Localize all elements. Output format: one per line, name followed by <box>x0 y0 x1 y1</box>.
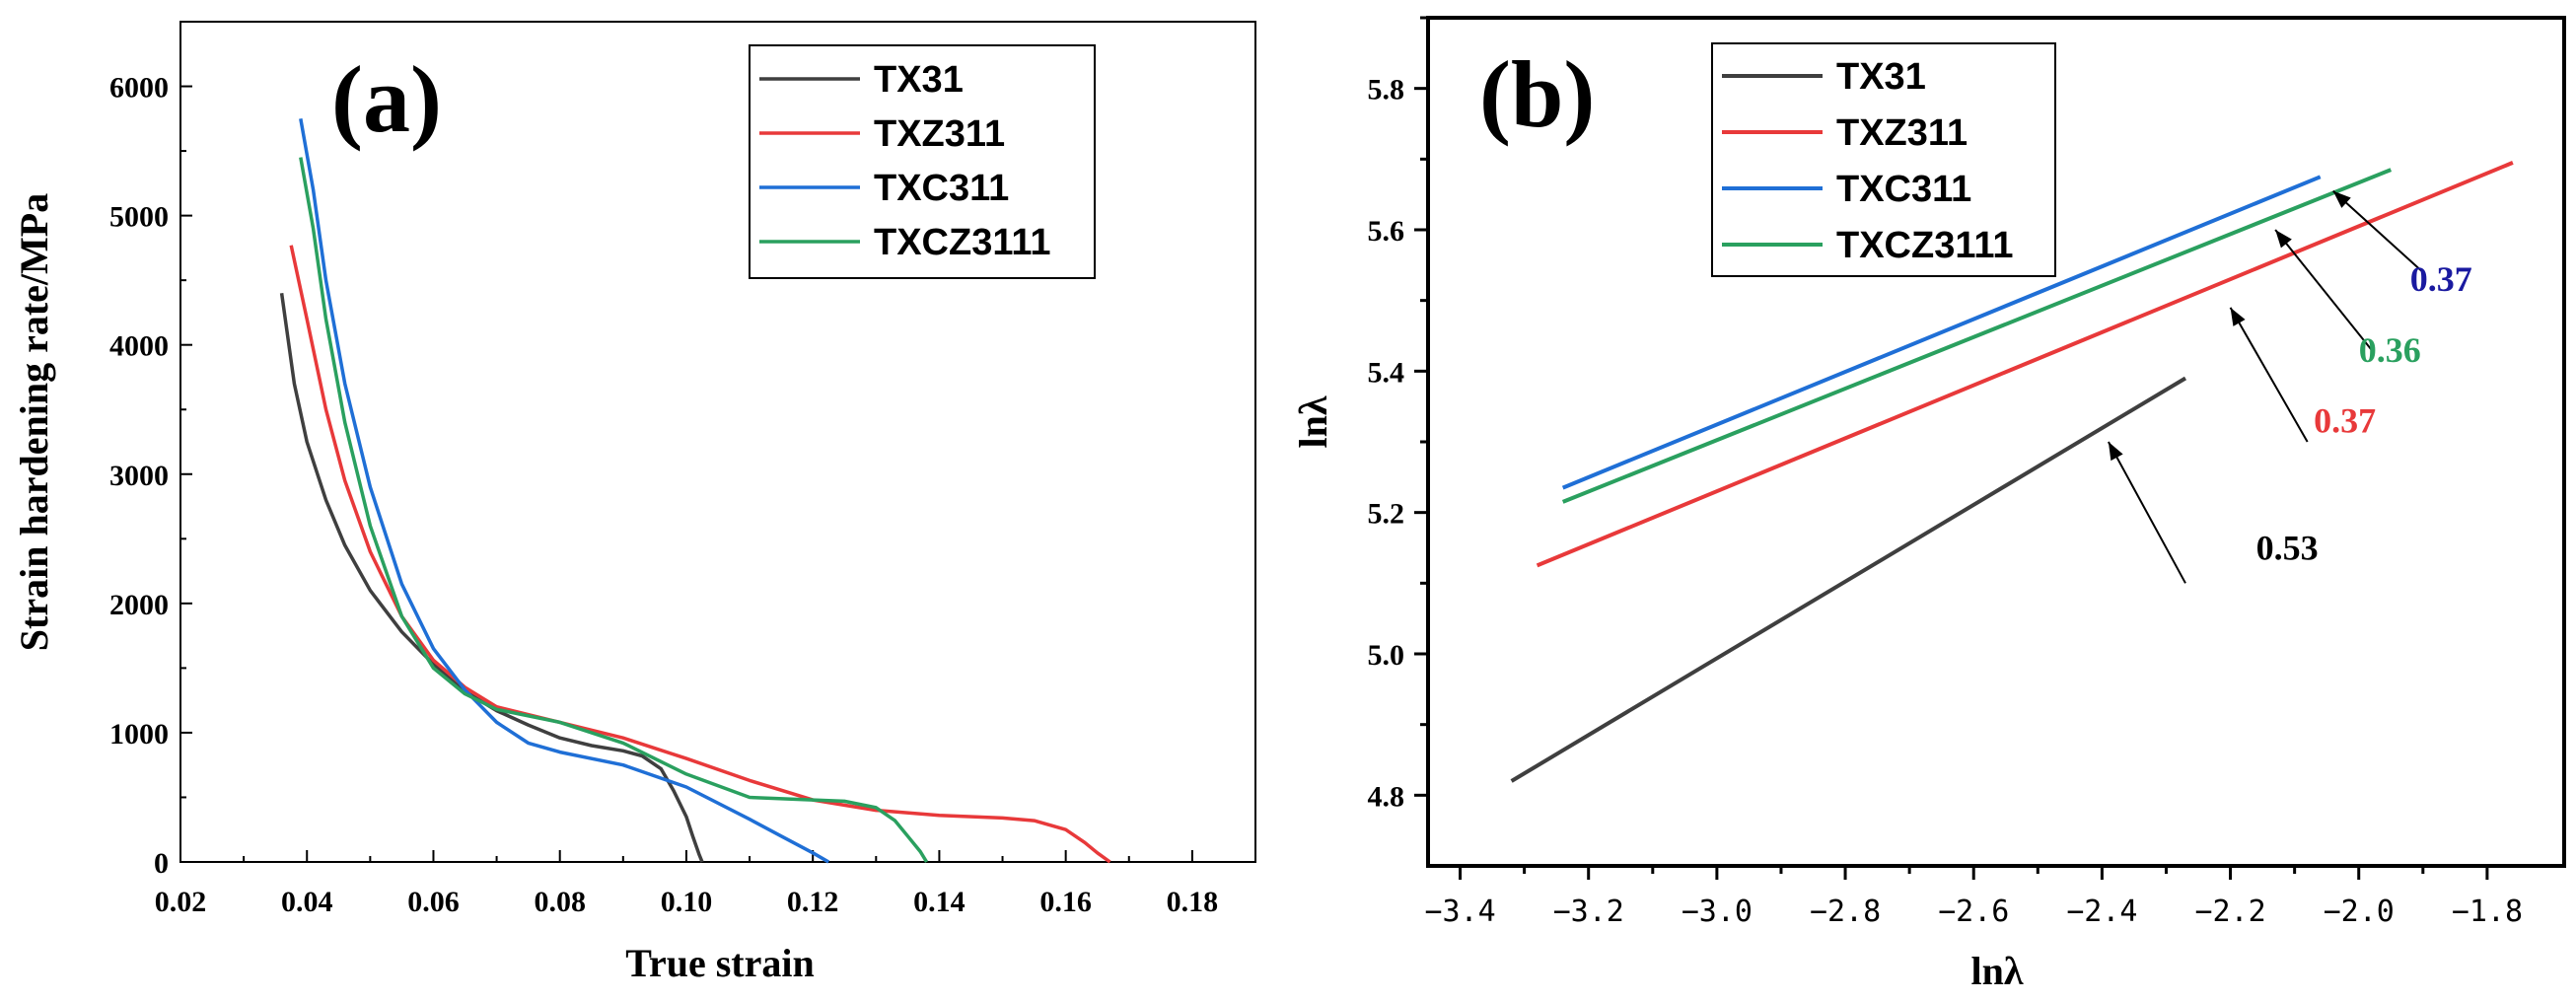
b-xtick-label: −2.4 <box>2066 895 2137 929</box>
a-legend-label-TXZ311: TXZ311 <box>874 113 1005 155</box>
b-ytick-label: 5.2 <box>1368 498 1405 531</box>
panel-b: −3.4 −3.2 −3.0 −2.8 −2.6 −2.4 −2.2 −2.0 −1.8 4.8 5… <box>1291 16 2566 993</box>
panel-label-b: (b) <box>1479 41 1595 147</box>
b-ytick-label: 5.4 <box>1368 356 1405 389</box>
a-legend-label-TXC311: TXC311 <box>874 168 1009 209</box>
b-series-TXZ311 <box>1536 161 2514 568</box>
b-annotation-arrowhead <box>2332 190 2351 208</box>
a-xtick-label: 0.12 <box>787 886 839 918</box>
a-xtick-label: 0.08 <box>534 886 586 918</box>
b-ytick-label: 5.0 <box>1368 639 1405 672</box>
a-ytick-label: 1000 <box>109 718 169 751</box>
b-series-TXCZ3111 <box>1561 168 2393 504</box>
x-axis-label-b: lnλ <box>1970 949 2023 993</box>
a-xtick-label: 0.02 <box>155 886 207 918</box>
a-ytick-label: 5000 <box>109 201 169 234</box>
a-series-TX31 <box>279 293 704 863</box>
b-ytick-label: 5.8 <box>1368 74 1405 107</box>
b-annotation-arrow <box>2274 229 2373 351</box>
b-legend-label-TXCZ3111: TXCZ3111 <box>1836 225 2014 266</box>
a-ytick-label: 2000 <box>109 589 169 621</box>
a-xtick-label: 0.04 <box>281 886 333 918</box>
legend-a: TX31 TXZ311 TXC311 TXCZ3111 <box>749 44 1096 279</box>
b-annotations: 0.53 0.37 0.36 0.37 <box>2108 189 2472 584</box>
b-annotation-arrowhead <box>2108 442 2123 462</box>
a-ytick-label: 4000 <box>109 330 169 363</box>
a-ytick-label: 3000 <box>109 460 169 492</box>
legend-frame-b <box>1711 42 2056 277</box>
b-annotation-arrow <box>2332 189 2424 273</box>
b-annotation-label: 0.37 <box>2410 259 2472 299</box>
b-annotation-arrow <box>2229 307 2309 443</box>
b-ytick-label: 4.8 <box>1368 780 1405 813</box>
a-legend-label-TXCZ3111: TXCZ3111 <box>874 222 1051 263</box>
b-annotation-label: 0.53 <box>2256 529 2319 568</box>
b-annotation-arrowhead <box>2275 230 2292 249</box>
a-xtick-label: 0.06 <box>407 886 460 918</box>
a-xtick-label: 0.10 <box>661 886 713 918</box>
b-series-TX31 <box>1510 376 2187 783</box>
a-ticks: 0.02 0.04 0.06 0.08 0.10 0.12 0.14 0.16 0.18 0 100… <box>109 21 1219 918</box>
a-ytick-label: 6000 <box>109 72 169 105</box>
y-axis-label-b: lnλ <box>1291 395 1335 448</box>
panel-label-a: (a) <box>331 46 442 152</box>
b-ticks: −3.4 −3.2 −3.0 −2.8 −2.6 −2.4 −2.2 −2.0 −1.8 4.8 5… <box>1368 16 2523 929</box>
x-axis-label-a: True strain <box>625 941 814 985</box>
a-xtick-label: 0.16 <box>1039 886 1092 918</box>
b-xtick-label: −3.2 <box>1553 895 1624 929</box>
a-ytick-label: 0 <box>154 847 169 880</box>
b-xtick-label: −1.8 <box>2452 895 2523 929</box>
b-annotation-arrow <box>2108 441 2186 584</box>
legend-frame-a <box>749 44 1096 279</box>
panel-a: 0.02 0.04 0.06 0.08 0.10 0.12 0.14 0.16 0.18 0 100… <box>12 21 1256 985</box>
b-xtick-label: −2.8 <box>1810 895 1881 929</box>
b-series-lines <box>1510 161 2514 783</box>
a-series-TXZ311 <box>289 245 1111 864</box>
b-legend-label-TXZ311: TXZ311 <box>1836 112 1968 154</box>
b-ytick-label: 5.6 <box>1368 215 1405 248</box>
b-legend-label-TXC311: TXC311 <box>1836 169 1971 210</box>
b-xtick-label: −3.4 <box>1424 895 1495 929</box>
b-legend-label-TX31: TX31 <box>1836 56 1926 98</box>
y-axis-label-a: Strain hardening rate/MPa <box>12 193 56 651</box>
a-legend-label-TX31: TX31 <box>874 59 964 101</box>
a-series-TXC311 <box>299 117 830 864</box>
legend-b: TX31 TXZ311 TXC311 TXCZ3111 <box>1711 42 2056 277</box>
b-annotation-label: 0.37 <box>2314 401 2376 441</box>
b-xtick-label: −3.0 <box>1682 895 1753 929</box>
a-series-TXCZ3111 <box>299 157 929 863</box>
b-xtick-label: −2.2 <box>2194 895 2265 929</box>
b-annotation-label: 0.36 <box>2359 330 2421 370</box>
a-xtick-label: 0.18 <box>1167 886 1219 918</box>
plot-frame-a <box>179 21 1256 863</box>
b-xtick-label: −2.0 <box>2324 895 2395 929</box>
a-series-lines <box>279 117 1111 864</box>
a-xtick-label: 0.14 <box>913 886 966 918</box>
b-xtick-label: −2.6 <box>1938 895 2009 929</box>
b-series-TXC311 <box>1561 175 2322 490</box>
b-annotation-arrowhead <box>2230 307 2246 326</box>
